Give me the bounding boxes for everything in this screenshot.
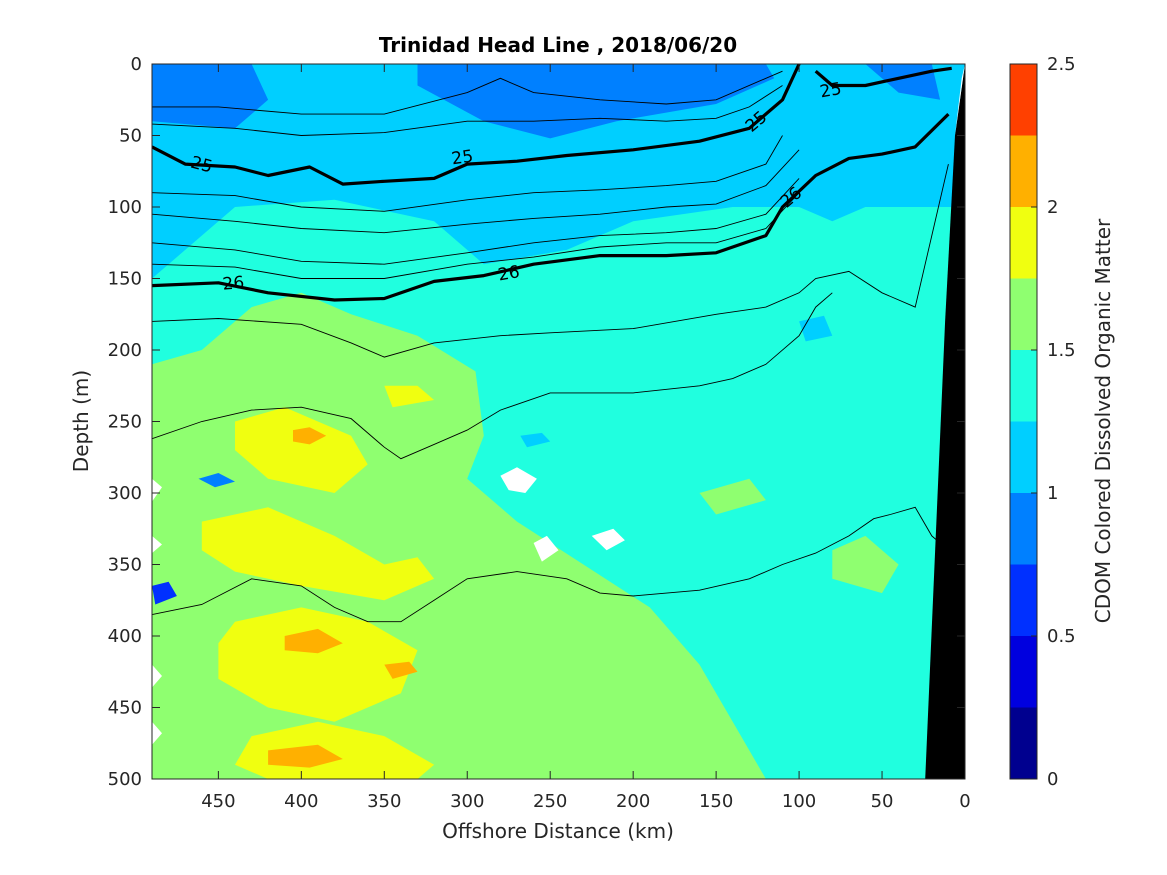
density-contour-bold-25-0	[152, 64, 801, 186]
colorbar-swatch-3	[1010, 493, 1037, 565]
cdom-region-1	[152, 64, 269, 129]
y-axis-title: Depth (m)	[69, 370, 93, 472]
cdom-region-6	[832, 535, 899, 594]
density-contour-thin-4	[152, 178, 800, 265]
colorbar-tick-label-0: 0	[1047, 769, 1058, 790]
density-contour-thin-8	[152, 506, 949, 623]
x-tick-label-2: 350	[367, 791, 401, 812]
colorbar-swatch-4	[1010, 421, 1037, 493]
density-contour-thin-1	[152, 85, 783, 136]
y-tick-label-4: 200	[108, 340, 142, 361]
contour-label-text-1: 25	[450, 146, 474, 169]
y-tick-label-8: 400	[108, 626, 142, 647]
seafloor-bathymetry	[925, 64, 965, 779]
cdom-region-2	[417, 64, 775, 139]
seafloor-layer	[925, 64, 965, 779]
cdom-region-17	[152, 581, 177, 605]
x-tick-label-7: 100	[782, 791, 816, 812]
colorbar-tick-label-3: 1.5	[1047, 340, 1076, 361]
y-tick-label-2: 100	[108, 197, 142, 218]
contour-label-1: 25	[450, 146, 474, 169]
density-contour-bold-25-1	[814, 66, 952, 88]
y-tick-label-9: 450	[108, 698, 142, 719]
cdom-region-14	[284, 628, 343, 654]
density-contour-thin-5	[152, 192, 800, 279]
colorbar: 0 0.5 1 1.5 2 2.5 CDOM Colored Dissolved Orga…	[1009, 54, 1115, 790]
missing-data-patch-1	[533, 535, 559, 562]
seafloor-edge-highlight	[955, 64, 965, 136]
colorbar-swatch-6	[1010, 278, 1037, 350]
colorbar-swatch-7	[1010, 207, 1037, 279]
y-tick-label-3: 150	[108, 269, 142, 290]
colorbar-ticks: 0 0.5 1 1.5 2 2.5	[1031, 54, 1076, 790]
contour-label-4: 26	[222, 273, 245, 295]
colorbar-tick-label-4: 2	[1047, 197, 1058, 218]
colorbar-swatch-2	[1010, 564, 1037, 636]
density-contour-thin-7	[152, 292, 833, 460]
colorbar-swatch-1	[1010, 636, 1037, 708]
cdom-region-15	[268, 744, 343, 768]
cdom-region-9	[201, 507, 435, 601]
cdom-region-12	[384, 385, 435, 408]
colorbar-label: CDOM Colored Dissolved Organic Matter	[1091, 218, 1115, 623]
cdom-region-18	[198, 473, 235, 488]
colorbar-frame	[1009, 63, 1038, 780]
cdom-region-7	[699, 478, 766, 515]
x-tick-label-6: 150	[699, 791, 733, 812]
contour-label-text-5: 26	[496, 262, 521, 285]
density-contour-layer	[152, 64, 952, 623]
x-tick-label-3: 300	[450, 791, 484, 812]
density-contour-thin-6	[152, 163, 949, 358]
colorbar-tick-label-2: 1	[1047, 483, 1058, 504]
x-tick-label-4: 250	[533, 791, 567, 812]
x-tick-label-0: 450	[201, 791, 235, 812]
colorbar-swatch-8	[1010, 135, 1037, 207]
y-tick-label-1: 50	[119, 126, 142, 147]
y-tick-label-0: 0	[131, 54, 142, 75]
density-contour-thin-0	[152, 70, 783, 115]
x-tick-label-1: 400	[284, 791, 318, 812]
x-axis: 450 400 350 300 250 200 150 100 50 0	[201, 64, 971, 812]
density-contour-bold-26-2	[152, 112, 950, 302]
missing-data-layer	[152, 467, 625, 745]
colorbar-swatch-5	[1010, 350, 1037, 422]
y-tick-label-10: 500	[108, 769, 142, 790]
y-axis: 0 50 100 150 200 250 300 350 400 450 500	[108, 54, 965, 790]
contour-label-3: 25	[818, 79, 843, 102]
contour-label-text-3: 25	[818, 79, 843, 102]
missing-data-patch-4	[152, 535, 162, 554]
missing-data-patch-3	[152, 478, 162, 502]
cdom-region-19	[520, 432, 551, 448]
cdom-region-10	[218, 607, 418, 722]
cdom-region-13	[293, 427, 327, 445]
density-contour-thin-2	[152, 135, 783, 212]
cdom-region-16	[384, 661, 418, 679]
colorbar-tick-label-1: 0.5	[1047, 626, 1076, 647]
cdom-fill-layer	[152, 64, 965, 779]
missing-data-patch-6	[152, 721, 162, 745]
chart-title: Trinidad Head Line , 2018/06/20	[379, 33, 737, 57]
contour-label-text-4: 26	[222, 273, 245, 295]
colorbar-swatch-9	[1010, 64, 1037, 136]
cdom-region-8	[235, 407, 368, 493]
missing-data-patch-2	[591, 528, 625, 551]
colorbar-swatch-0	[1010, 707, 1037, 779]
colorbar-tick-label-5: 2.5	[1047, 54, 1076, 75]
y-tick-label-5: 250	[108, 412, 142, 433]
missing-data-patch-0	[500, 467, 537, 493]
density-contour-thin-3	[152, 149, 800, 234]
x-tick-label-8: 50	[871, 791, 894, 812]
missing-data-patch-5	[152, 664, 162, 688]
x-tick-label-5: 200	[616, 791, 650, 812]
contour-label-5: 26	[496, 262, 521, 285]
y-tick-label-6: 300	[108, 483, 142, 504]
x-tick-label-9: 0	[959, 791, 970, 812]
colorbar-swatches	[1010, 64, 1037, 779]
y-tick-label-7: 350	[108, 555, 142, 576]
x-axis-title: Offshore Distance (km)	[442, 819, 674, 843]
